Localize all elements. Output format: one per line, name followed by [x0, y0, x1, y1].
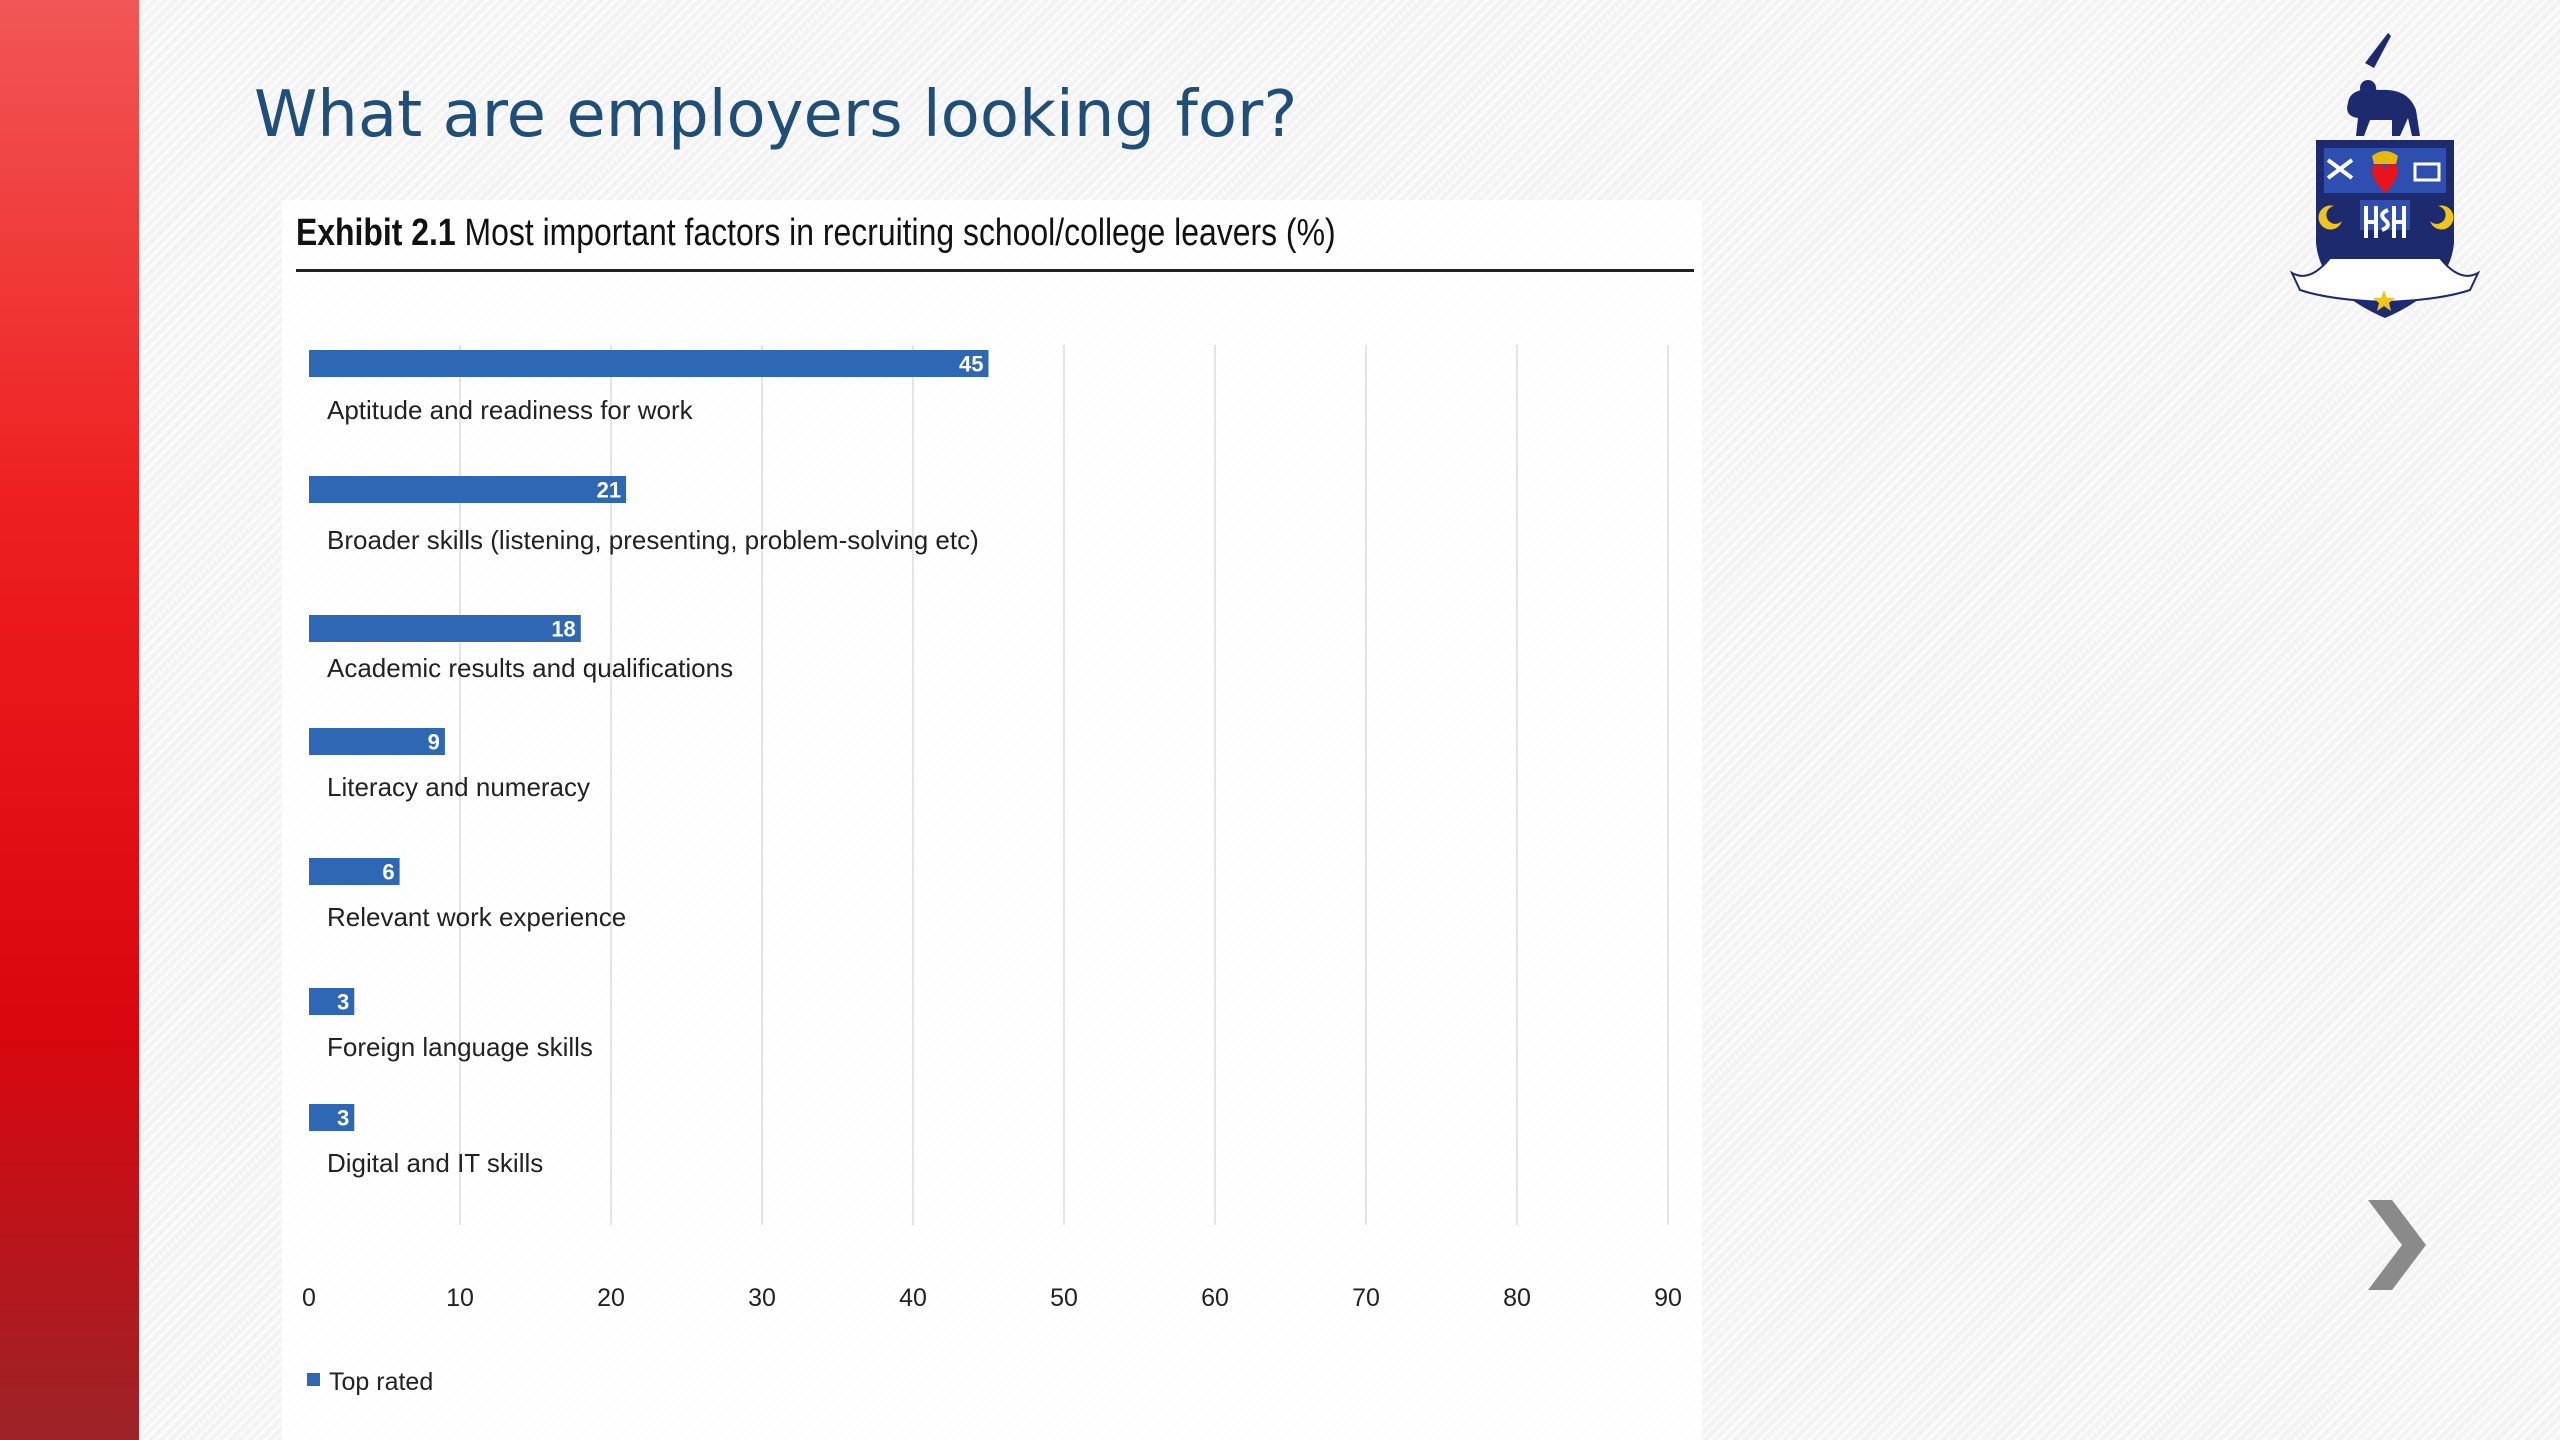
bar	[309, 350, 989, 377]
x-tick-label: 0	[302, 1284, 316, 1312]
bar-data-label: 3	[337, 990, 349, 1015]
legend-label: Top rated	[329, 1368, 433, 1396]
bar-data-label: 3	[337, 1106, 349, 1131]
category-label: Relevant work experience	[327, 902, 626, 932]
legend-swatch	[307, 1373, 320, 1386]
bar	[309, 476, 627, 503]
x-tick-label: 50	[1050, 1284, 1078, 1312]
x-tick-label: 40	[899, 1284, 927, 1312]
chart-legend: Top rated	[307, 1368, 433, 1396]
bar-data-label: 9	[428, 730, 440, 755]
chart-grid	[459, 345, 1669, 1225]
x-tick-label: 10	[446, 1284, 474, 1312]
bar	[309, 728, 445, 755]
chart-bars: 45 Aptitude and readiness for work 21 Broad…	[309, 350, 989, 1178]
category-label: Digital and IT skills	[327, 1148, 543, 1178]
category-label: Academic results and qualifications	[327, 653, 733, 683]
slide-title: What are employers looking for?	[254, 78, 1298, 152]
bar	[309, 858, 400, 885]
bar	[309, 988, 355, 1015]
category-label: Foreign language skills	[327, 1032, 593, 1062]
category-label: Broader skills (listening, presenting, p…	[327, 525, 979, 555]
red-side-bar	[0, 0, 139, 1440]
category-label: Aptitude and readiness for work	[327, 395, 694, 425]
bar-data-label: 45	[959, 352, 983, 377]
x-tick-label: 30	[748, 1284, 776, 1312]
x-tick-label: 70	[1352, 1284, 1380, 1312]
bar	[309, 615, 581, 642]
x-tick-label: 20	[597, 1284, 625, 1312]
bar-data-label: 21	[597, 478, 621, 503]
next-slide-button[interactable]	[2360, 1195, 2430, 1295]
bar-data-label: 6	[382, 860, 394, 885]
bar	[309, 1104, 355, 1131]
exhibit-label: Exhibit 2.1	[296, 212, 456, 254]
header-rule	[296, 269, 1694, 272]
school-crest-icon	[2290, 33, 2480, 318]
category-label: Literacy and numeracy	[327, 772, 590, 802]
x-tick-label: 60	[1201, 1284, 1229, 1312]
x-tick-label: 80	[1503, 1284, 1531, 1312]
exhibit-header: Exhibit 2.1 Most important factors in re…	[296, 212, 1469, 255]
chevron-right-icon	[2368, 1200, 2426, 1290]
exhibit-card	[282, 200, 1702, 1440]
x-tick-label: 90	[1654, 1284, 1682, 1312]
chart-x-axis: 0 10 20 30 40 50 60 70 80 90	[302, 1284, 1682, 1312]
bar-data-label: 18	[551, 617, 575, 642]
exhibit-title: Most important factors in recruiting sch…	[464, 212, 1336, 254]
